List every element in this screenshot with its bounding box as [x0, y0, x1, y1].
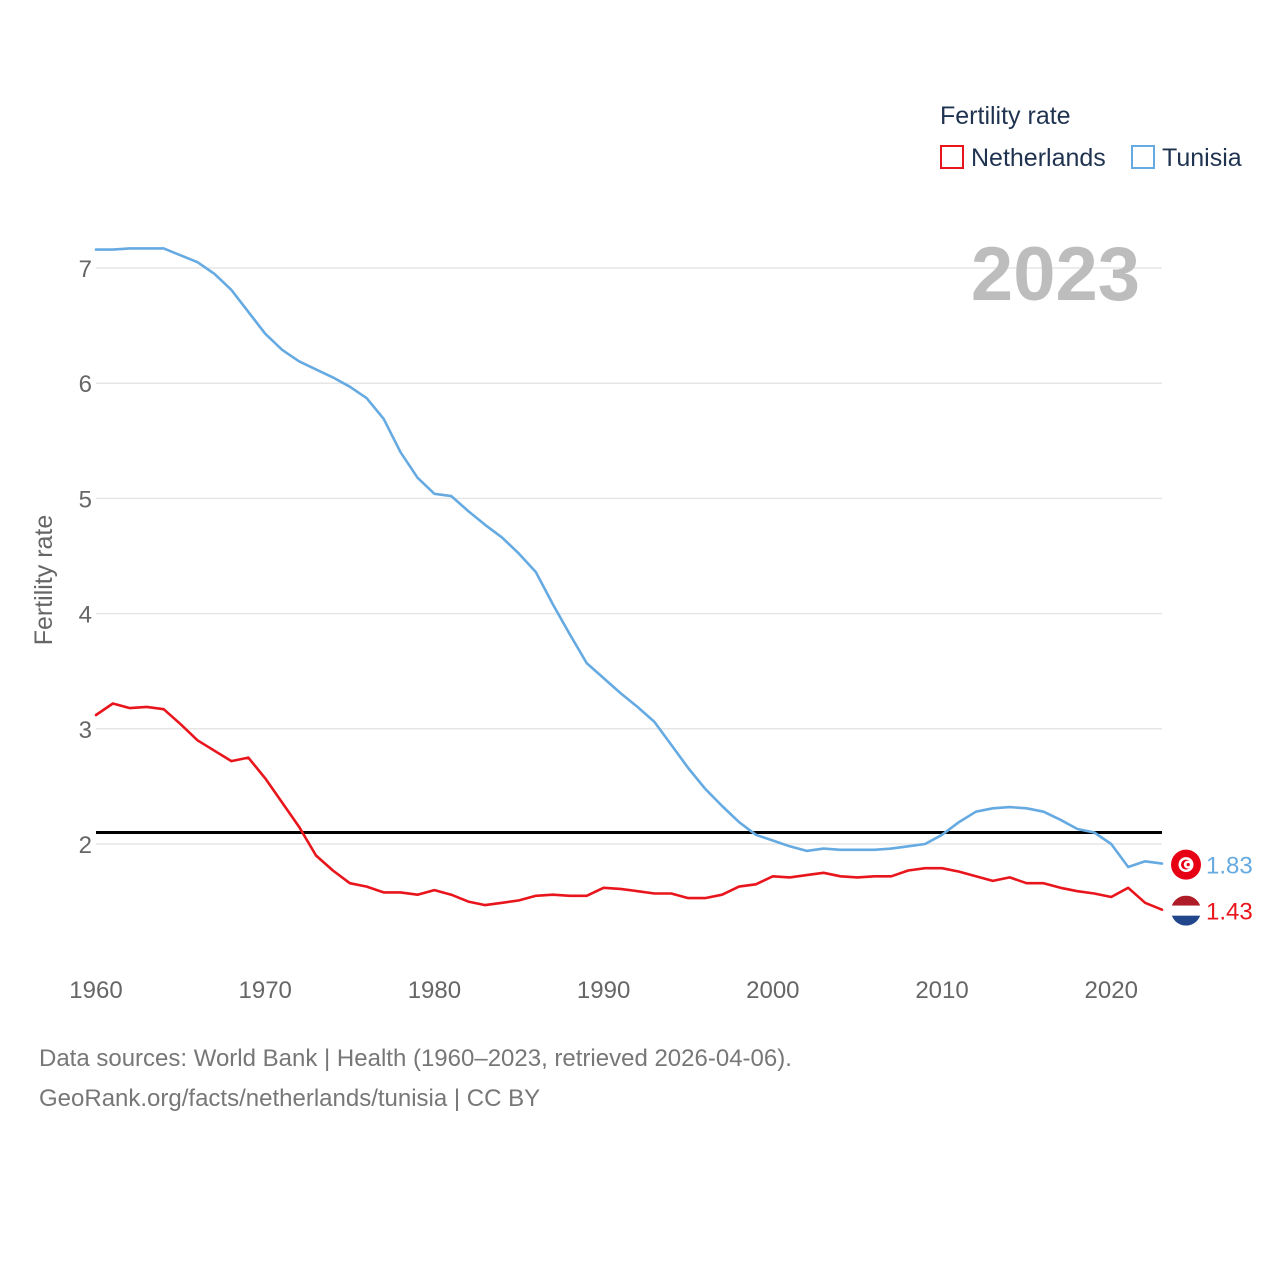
gridlines	[96, 267, 1162, 845]
x-axis-ticks: 1960 1970 1980 1990 2000 2010 2020	[69, 977, 1138, 1004]
series-lines	[94, 247, 1164, 912]
end-value-tunisia: 1.83	[1206, 853, 1253, 880]
x-tick-label: 1960	[69, 977, 122, 1004]
netherlands-flag-marker	[1171, 895, 1201, 926]
y-axis-title: Fertility rate	[30, 515, 58, 646]
y-tick-label: 4	[79, 602, 92, 629]
tunisia-flag-marker	[1171, 849, 1201, 880]
legend: Fertility rate Netherlands Tunisia	[940, 102, 1242, 172]
end-markers: 1.43 1.83	[1171, 849, 1253, 926]
footer-attribution[interactable]: GeoRank.org/facts/netherlands/tunisia | …	[39, 1085, 541, 1112]
legend-swatch-tunisia[interactable]	[1131, 145, 1155, 169]
x-tick-label: 1980	[408, 977, 461, 1004]
y-axis-ticks: 2 3 4 5 6 7	[79, 256, 92, 859]
y-tick-label: 6	[79, 371, 92, 398]
y-tick-label: 5	[79, 486, 92, 513]
legend-swatch-netherlands[interactable]	[940, 145, 964, 169]
y-tick-label: 2	[79, 832, 92, 859]
x-tick-label: 2020	[1085, 977, 1138, 1004]
x-tick-label: 2010	[915, 977, 968, 1004]
year-label: 2023	[971, 232, 1140, 317]
footer-source: Data sources: World Bank | Health (1960–…	[39, 1045, 792, 1072]
y-tick-label: 3	[79, 717, 92, 744]
legend-title: Fertility rate	[940, 102, 1071, 130]
x-tick-label: 1990	[577, 977, 630, 1004]
netherlands-flag-icon	[1171, 895, 1201, 926]
tunisia-flag-icon	[1171, 849, 1201, 880]
series-line-tunisia[interactable]	[94, 247, 1164, 869]
legend-label-netherlands[interactable]: Netherlands	[971, 144, 1106, 172]
legend-label-tunisia[interactable]: Tunisia	[1162, 144, 1242, 172]
end-value-netherlands: 1.43	[1206, 899, 1253, 926]
x-tick-label: 1970	[239, 977, 292, 1004]
y-tick-label: 7	[79, 256, 92, 283]
series-line-netherlands[interactable]	[94, 702, 1164, 912]
x-tick-label: 2000	[746, 977, 799, 1004]
fertility-rate-chart: 2 3 4 5 6 7 1960 1970 1980 1990 2000 2010 2020 Fert…	[30, 102, 1253, 1004]
